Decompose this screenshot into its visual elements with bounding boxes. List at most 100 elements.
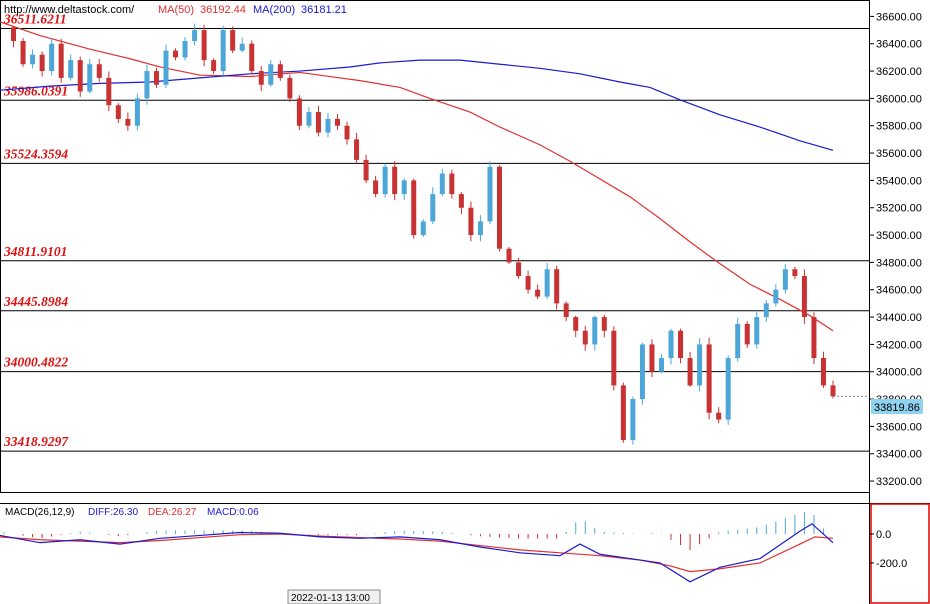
candle-body [506,248,512,263]
candle-body [754,317,760,345]
price-tick-label: 35000.00 [876,230,922,242]
candle-body [49,43,55,72]
level-label: 35524.3594 [3,146,68,161]
candle-body [182,41,188,58]
price-tick-label: 34600.00 [876,285,922,297]
candle-body [563,303,569,318]
candle-body [287,77,293,99]
candle-body [716,412,722,420]
price-tick-label: 35200.00 [876,203,922,215]
candle-body [335,118,341,126]
current-price-tag [871,399,923,414]
ma50-line [0,21,834,332]
candle-body [725,358,731,420]
candle-body [144,71,150,99]
macd-axis-frame [870,503,930,604]
candle-body [192,30,198,41]
moving-averages [0,21,834,332]
candle-body [115,105,121,119]
ma200-label: MA(200) [253,4,295,16]
candle-body [420,221,426,236]
candle-body [430,194,436,222]
candle-body [277,64,283,78]
candle-body [744,323,750,345]
price-tick-label: 33400.00 [876,449,922,461]
price-tick-label: 34400.00 [876,312,922,324]
candle-body [792,269,798,277]
candle-body [211,60,217,72]
ma200-value: 36181.21 [301,4,347,16]
current-price-label: 33819.86 [874,402,920,414]
candle-body [87,64,93,92]
price-tick-label: 35600.00 [876,148,922,160]
candle-body [658,358,664,372]
candle-body [820,358,826,386]
candle-body [153,71,159,85]
candle-body [392,166,398,195]
candle-body [811,317,817,359]
candle-body [516,262,522,277]
candle-body [306,112,312,126]
candle-body [525,276,531,290]
price-tick-label: 34200.00 [876,339,922,351]
candle-body [39,54,45,72]
candle-body [668,330,674,359]
candle-body [458,194,464,208]
source-url: http://www.deltastock.com/ [4,4,135,16]
candle-body [582,330,588,345]
candle-body [163,50,169,85]
candle-body [30,54,36,65]
price-axis[interactable]: 36600.00 36400.00 36200.00 36000.00 35800.00… [869,11,922,488]
candle-body [496,166,502,249]
candle-body [611,330,617,386]
price-plot-border [0,0,870,493]
candle-body [477,221,483,236]
macd-dea-line [0,533,834,573]
candle-body [535,289,541,297]
price-tick-label: 36200.00 [876,66,922,78]
level-label: 34445.8984 [3,294,68,309]
macd-tick-label: 0.0 [876,529,891,541]
candle-body [449,173,455,195]
candle-body [268,64,274,85]
candle-body [678,330,684,359]
candle-body [411,180,417,236]
candle-body [125,118,131,126]
candle-body [782,269,788,290]
candle-body [173,50,179,58]
candle-body [706,344,712,413]
level-label: 34000.4822 [3,355,68,370]
candle-body [220,30,226,72]
candle-body [630,399,636,441]
candle-body [468,207,474,236]
candle-body [401,180,407,195]
candle-body [573,317,579,331]
candle-body [620,385,626,441]
price-tick-label: 36000.00 [876,93,922,105]
candle-body [354,139,360,160]
candle-body [230,30,236,51]
candle-body [296,98,302,126]
candle-body [697,344,703,386]
price-tick-label: 34000.00 [876,367,922,379]
candle-body [830,385,836,397]
macd-value: MACD:0.06 [207,507,259,518]
ma200-line [0,59,834,151]
macd-title: MACD(26,12,9) [5,507,74,518]
candle-body [134,98,140,126]
macd-panel: 0.0 -200.0 [0,512,907,583]
candle-body [68,60,74,78]
ma50-label: MA(50) [158,4,194,16]
price-tick-label: 33600.00 [876,421,922,433]
candles [11,23,869,445]
level-label: 33418.9297 [3,434,69,449]
price-tick-label: 34800.00 [876,257,922,269]
candle-body [249,43,255,72]
candle-body [763,303,769,318]
candle-body [439,173,445,195]
candle-body [315,112,321,133]
macd-tick-label: -200.0 [876,558,907,570]
candle-body [487,166,493,222]
